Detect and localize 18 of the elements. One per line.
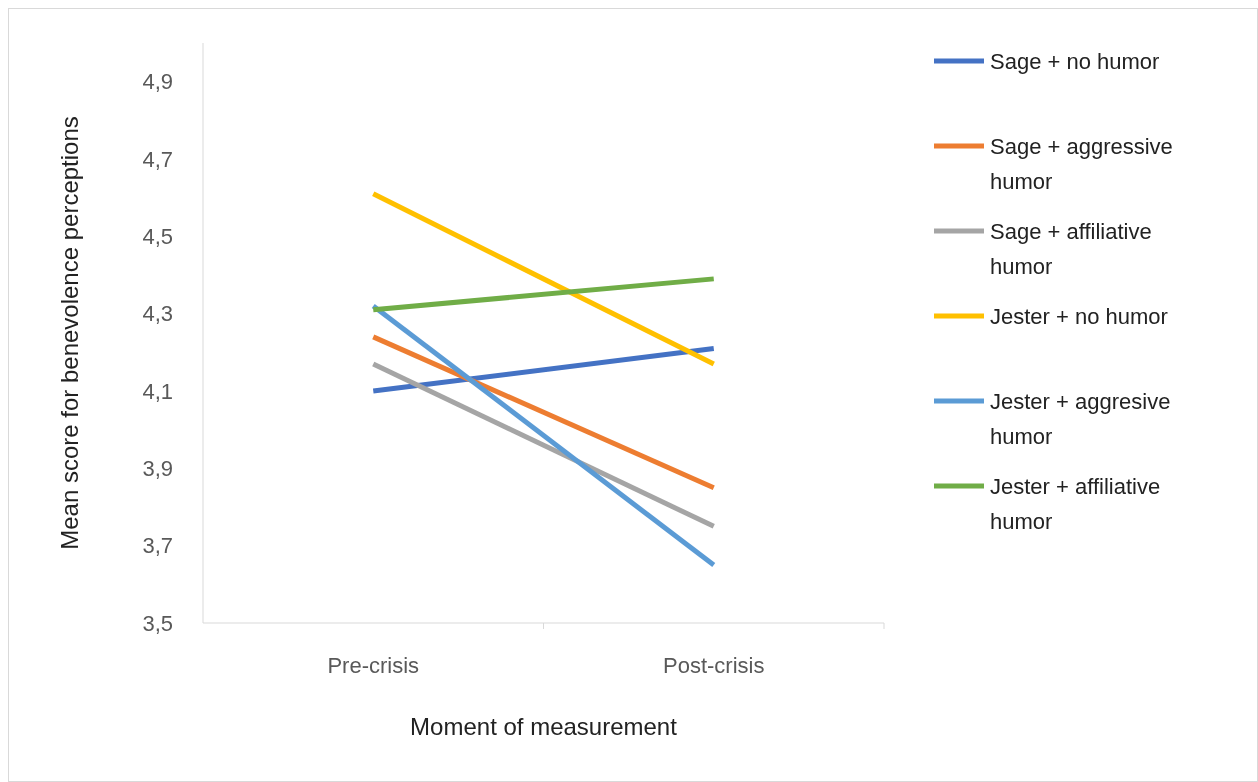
y-tick-label: 3,5 xyxy=(142,610,173,636)
legend-label: Sage + affiliative humor xyxy=(990,219,1152,279)
legend-label: Jester + affiliative humor xyxy=(990,474,1161,534)
legend-label: Sage + aggressive humor xyxy=(990,134,1173,194)
x-tick-label: Pre-crisis xyxy=(327,653,420,678)
y-tick-label: 4,9 xyxy=(142,69,173,95)
legend-label: Jester + aggresive humor xyxy=(990,389,1171,449)
y-tick-label: 4,1 xyxy=(142,378,173,404)
x-tick-label: Post-crisis xyxy=(663,653,765,678)
legend-label: Jester + no humor xyxy=(990,304,1168,329)
y-tick-label: 3,7 xyxy=(142,533,173,559)
y-tick-label: 4,5 xyxy=(142,223,173,249)
y-tick-label: 3,9 xyxy=(142,455,173,481)
y-axis-title: Mean score for benevolence perceptions xyxy=(56,116,83,550)
y-tick-label: 4,3 xyxy=(142,301,173,327)
y-tick-label: 4,7 xyxy=(142,146,173,172)
x-axis-title: Moment of measurement xyxy=(410,713,678,740)
legend-label: Sage + no humor xyxy=(990,49,1160,74)
